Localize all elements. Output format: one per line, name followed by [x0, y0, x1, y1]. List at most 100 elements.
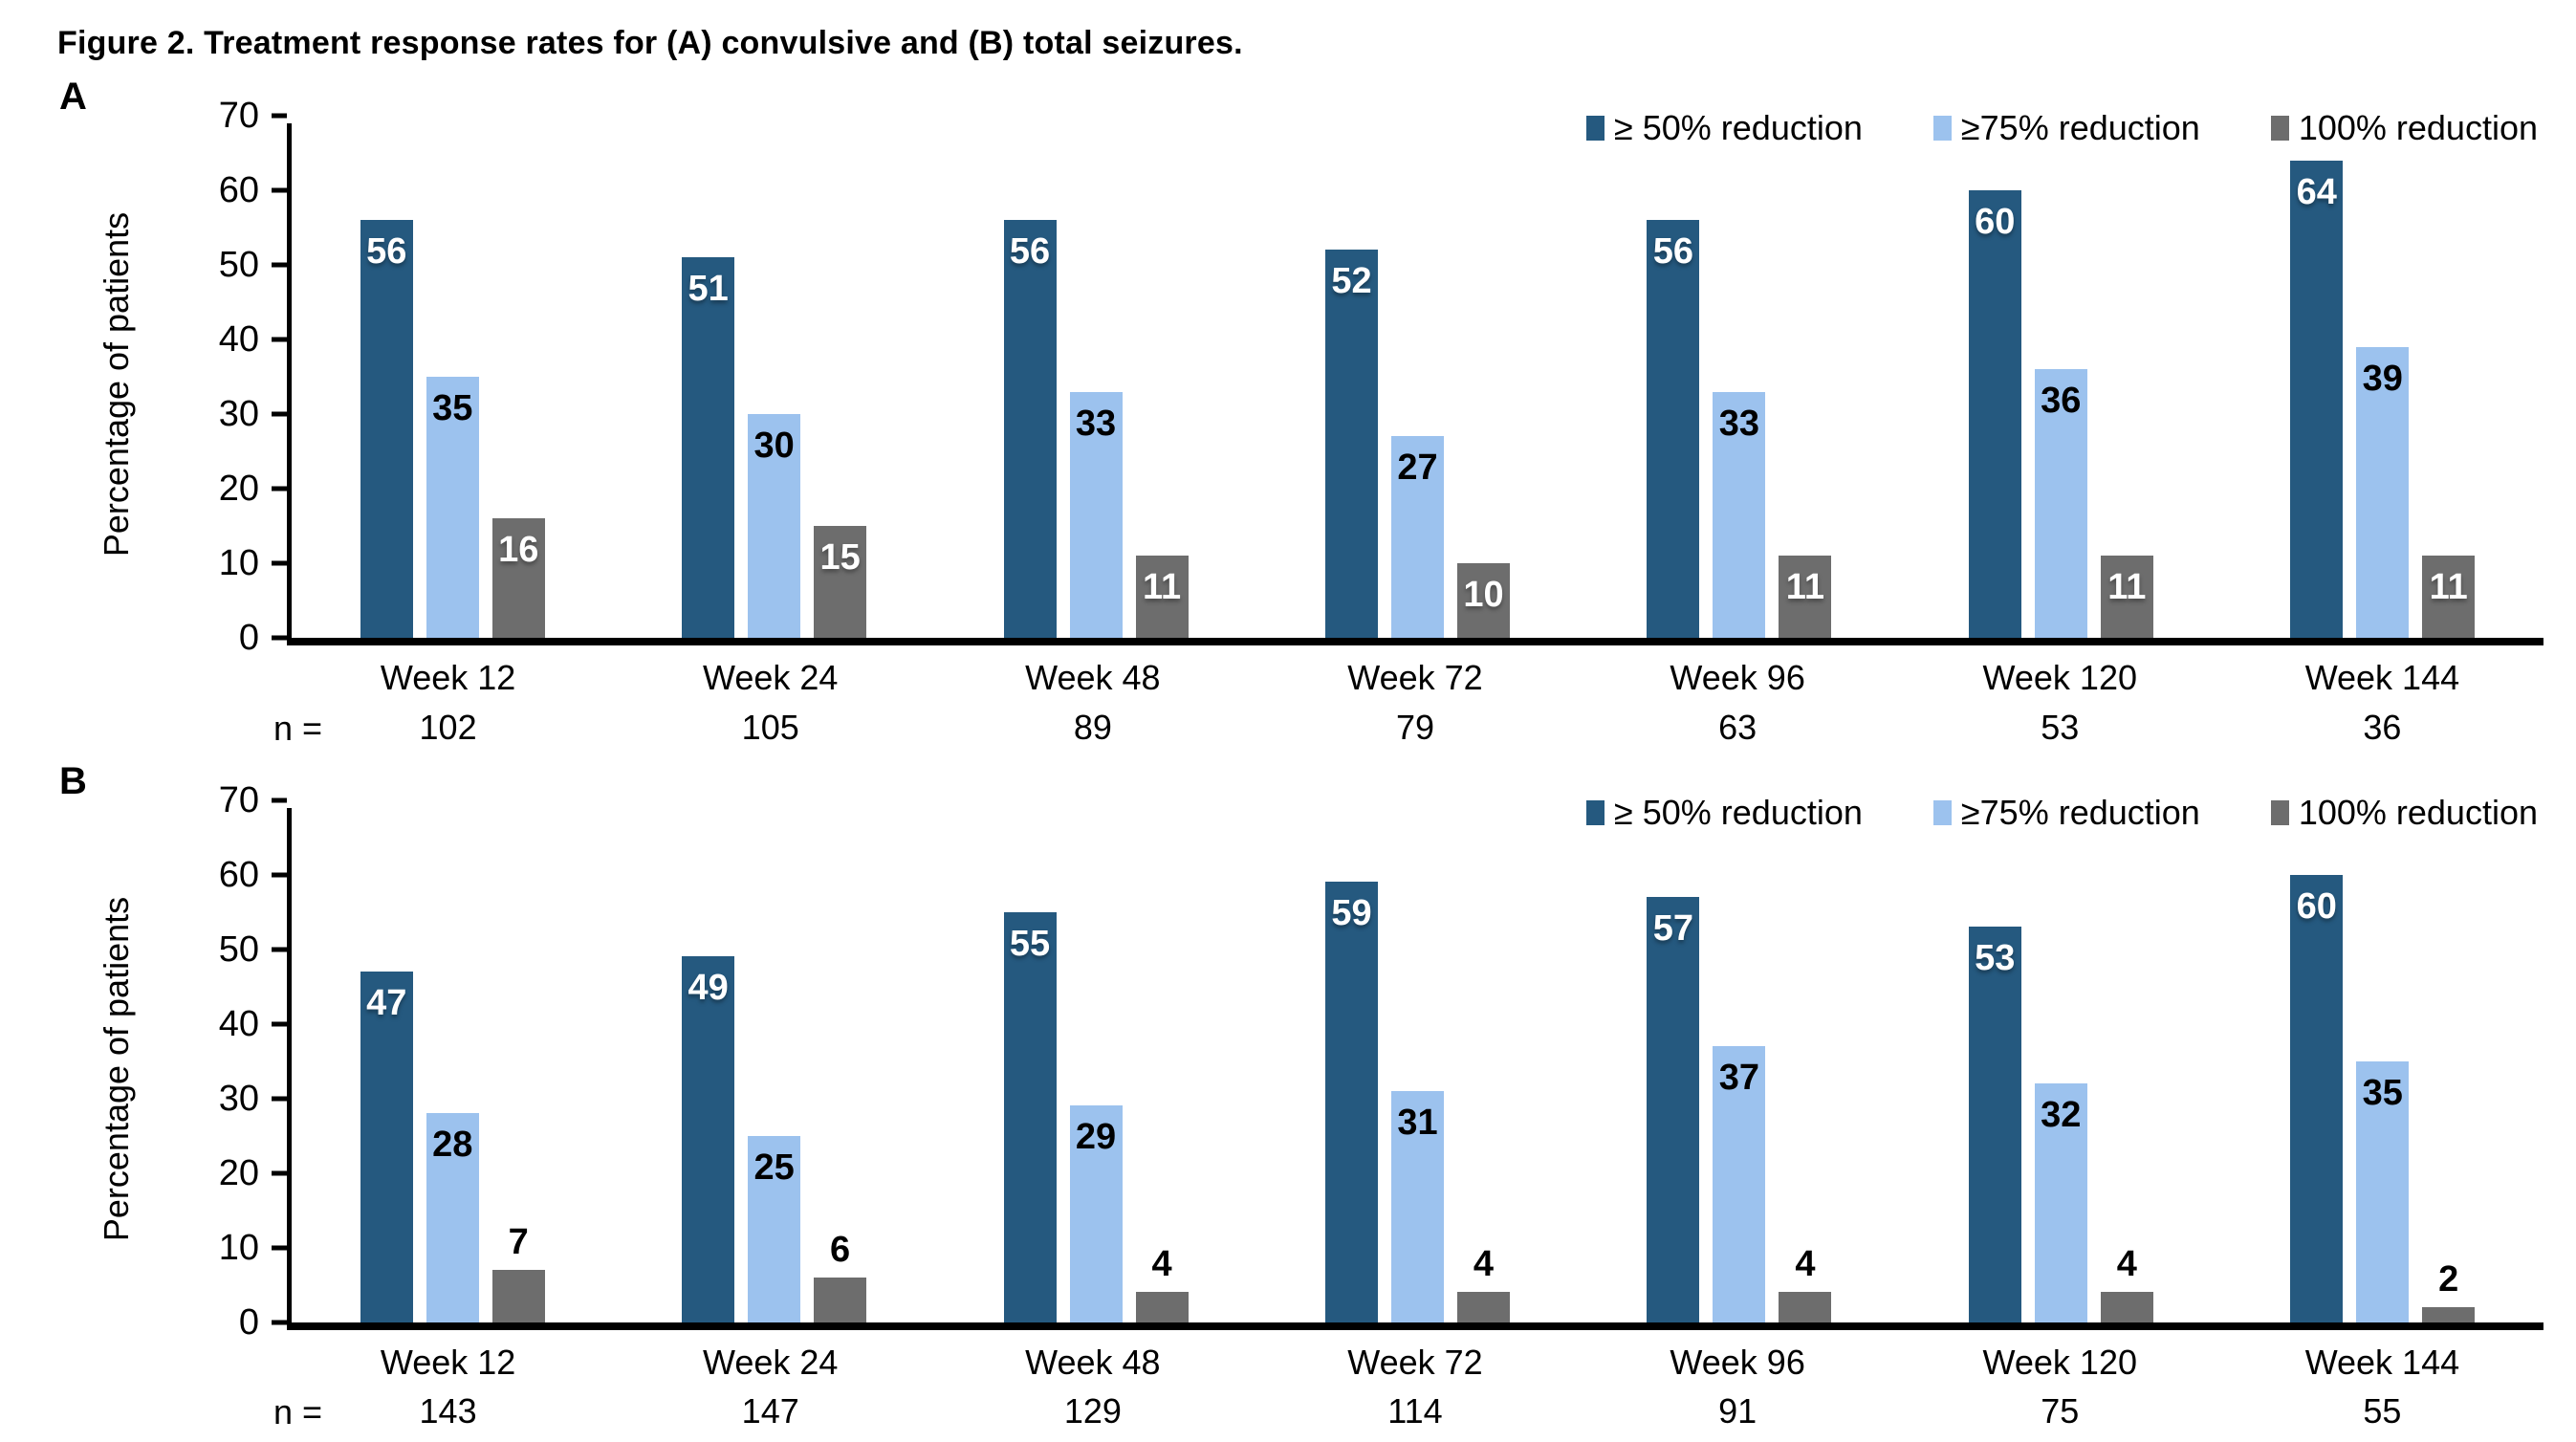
bar: 16 — [491, 518, 545, 638]
bar: 10 — [1456, 563, 1510, 638]
x-tick-label: Week 144 — [2304, 1342, 2460, 1382]
bar-group: 53 32 4 — [1900, 808, 2221, 1322]
bar-value-label: 33 — [1718, 403, 1760, 444]
y-tick-label: 60 — [218, 170, 259, 210]
legend-item: ≥75% reduction — [1932, 793, 2200, 833]
bar-value-label: 25 — [753, 1147, 795, 1188]
bar: 59 — [1324, 882, 1378, 1322]
x-tick-label: Week 96 — [1670, 1342, 1805, 1382]
bar: 56 — [1647, 220, 1700, 638]
bar-value-label: 56 — [366, 231, 407, 273]
bar: 52 — [1324, 250, 1378, 638]
chart-a-convulsive-seizures: Percentage of patients ≥ 50% reduction ≥7… — [0, 98, 2576, 751]
chart-b-total-seizures: Percentage of patients ≥ 50% reduction ≥7… — [0, 782, 2576, 1435]
plot-area: ≥ 50% reduction ≥75% reduction 100% reduct… — [219, 98, 2543, 656]
panel-a-letter: A — [59, 76, 87, 118]
n-value: 53 — [2041, 707, 2080, 747]
bar: 11 — [1135, 556, 1189, 638]
bar-value-label: 10 — [1463, 575, 1504, 615]
bar-value-label: 6 — [830, 1229, 851, 1270]
bar: 33 — [1713, 391, 1766, 638]
bar: 60 — [1968, 190, 2021, 638]
bar: 6 — [814, 1232, 867, 1322]
bar-group: 59 31 4 — [1256, 808, 1578, 1322]
bar: 64 — [2290, 160, 2344, 638]
x-tick-label: Week 48 — [1025, 1342, 1161, 1382]
bar-value-label: 28 — [432, 1125, 473, 1166]
panel-b: B Percentage of patients ≥ 50% reduction… — [0, 760, 2576, 1435]
bar-value-label: 49 — [688, 968, 729, 1009]
bar-value-label: 30 — [753, 426, 795, 466]
bar: 4 — [2100, 1246, 2153, 1322]
bar-group: 56 33 11 — [935, 123, 1256, 638]
y-tick-mark — [272, 1320, 287, 1325]
bar-value-label: 27 — [1397, 448, 1438, 489]
bar: 33 — [1069, 391, 1123, 638]
bar: 11 — [1779, 556, 1832, 638]
legend-label: ≥ 50% reduction — [1613, 792, 1863, 832]
y-tick-mark — [272, 337, 287, 342]
bar: 31 — [1390, 1090, 1444, 1322]
bar: 27 — [1390, 436, 1444, 638]
n-value: 55 — [2363, 1391, 2402, 1431]
bar: 55 — [1003, 911, 1057, 1322]
y-tick-mark — [272, 797, 287, 803]
x-axis-labels: Week 12 Week 24 Week 48 Week 72 Week 96 Week … — [287, 1342, 2543, 1382]
y-axis-title: Percentage of patients — [97, 896, 136, 1241]
legend-item: 100% reduction — [2270, 792, 2538, 833]
legend: ≥ 50% reduction ≥75% reduction 100% reduct… — [1585, 792, 2538, 833]
x-tick-label: Week 72 — [1347, 1342, 1483, 1382]
y-axis-title: Percentage of patients — [97, 211, 136, 557]
figure-title: Figure 2. Treatment response rates for (… — [57, 25, 1243, 61]
legend-label: 100% reduction — [2298, 792, 2538, 832]
y-tick-mark — [272, 947, 287, 952]
bar-value-label: 60 — [2296, 885, 2337, 927]
y-tick-mark — [272, 1021, 287, 1027]
y-tick-mark — [272, 187, 287, 193]
bar-value-label: 4 — [1473, 1244, 1495, 1285]
y-tick-label: 20 — [218, 1152, 259, 1193]
x-tick-label: Week 144 — [2304, 658, 2460, 697]
y-tick-label: 60 — [218, 854, 259, 895]
bar-value-label: 11 — [1785, 567, 1824, 608]
y-tick-mark — [272, 262, 287, 268]
bar: 4 — [1135, 1246, 1189, 1322]
bar-group: 60 35 2 — [2222, 808, 2543, 1322]
y-tick-mark — [272, 635, 287, 641]
bar-groups: 47 28 7 49 25 6 55 29 4 59 31 4 57 37 4 53 32 4 60 35 2 — [292, 808, 2543, 1322]
y-tick-mark — [272, 1245, 287, 1251]
bar-value-label: 4 — [1151, 1244, 1172, 1285]
y-tick-label: 30 — [218, 1078, 259, 1119]
bar-value-label: 11 — [2429, 567, 2468, 608]
bar-value-label: 39 — [2362, 358, 2403, 399]
x-tick-label: Week 48 — [1025, 658, 1161, 697]
y-tick-mark — [272, 113, 287, 119]
legend-item: ≥ 50% reduction — [1585, 108, 1863, 148]
n-value: 36 — [2363, 707, 2402, 747]
bar-value-label: 15 — [819, 537, 861, 578]
plot-area: ≥ 50% reduction ≥75% reduction 100% reduct… — [219, 782, 2543, 1341]
legend-swatch-icon — [1585, 799, 1605, 825]
bar-group: 55 29 4 — [935, 808, 1256, 1322]
n-value: 114 — [1387, 1391, 1443, 1431]
bar-group: 60 36 11 — [1900, 123, 2221, 638]
bar-value-label: 47 — [366, 983, 407, 1023]
bar-group: 57 37 4 — [1579, 808, 1900, 1322]
y-tick-label: 10 — [218, 543, 259, 583]
y-tick-label: 50 — [218, 929, 259, 970]
bar: 11 — [2100, 556, 2153, 638]
y-tick-label: 50 — [218, 245, 259, 285]
x-tick-label: Week 12 — [380, 1342, 516, 1382]
bar: 47 — [360, 972, 413, 1322]
n-row: n = 102 105 89 79 63 53 36 — [273, 707, 2543, 751]
x-axis-labels: Week 12 Week 24 Week 48 Week 72 Week 96 Week … — [287, 659, 2543, 697]
x-tick-label: Week 120 — [1982, 1342, 2137, 1382]
bar-value-label: 57 — [1652, 908, 1694, 949]
bar: 57 — [1647, 897, 1700, 1322]
bar-value-label: 37 — [1718, 1058, 1760, 1098]
bar-value-label: 33 — [1075, 403, 1117, 444]
bar-value-label: 36 — [2041, 381, 2082, 422]
bar: 53 — [1968, 927, 2021, 1322]
x-tick-label: Week 120 — [1982, 658, 2137, 697]
